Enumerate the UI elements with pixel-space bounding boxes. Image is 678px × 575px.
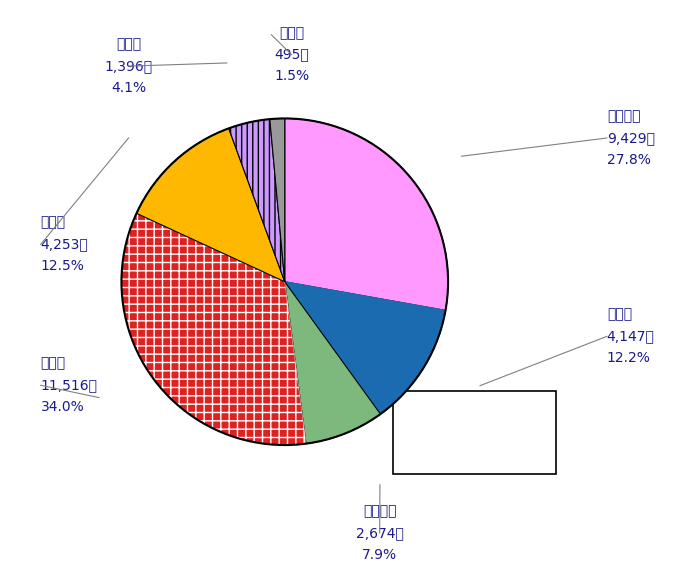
Text: 米国籍: 米国籍: [607, 308, 632, 321]
Text: 1,396件: 1,396件: [105, 59, 153, 73]
Wedge shape: [285, 118, 448, 310]
Text: 1.5%: 1.5%: [274, 70, 309, 83]
Text: 台湾籍: 台湾籍: [116, 37, 142, 51]
Wedge shape: [121, 213, 306, 445]
Text: 495件: 495件: [274, 48, 309, 62]
Wedge shape: [270, 118, 285, 282]
FancyBboxPatch shape: [393, 391, 556, 474]
Wedge shape: [136, 128, 285, 282]
Text: 27.8%: 27.8%: [607, 153, 651, 167]
Text: 日本国籍: 日本国籍: [607, 109, 640, 123]
Text: 中国籍: 中国籍: [41, 356, 66, 370]
Text: その他: その他: [279, 26, 304, 40]
Text: 韓国籍: 韓国籍: [41, 216, 66, 229]
Wedge shape: [228, 119, 285, 282]
Text: 34.0%: 34.0%: [41, 400, 85, 414]
Text: 11,516件: 11,516件: [41, 378, 98, 392]
Text: 12.5%: 12.5%: [41, 259, 85, 273]
Text: 4,253件: 4,253件: [41, 237, 88, 251]
Text: 2,674件: 2,674件: [356, 526, 403, 540]
Text: 欧州国籍: 欧州国籍: [363, 504, 397, 518]
Text: 4.1%: 4.1%: [111, 81, 146, 95]
Text: 4,147件: 4,147件: [607, 329, 655, 343]
Text: 33,910件: 33,910件: [441, 442, 508, 460]
Text: 9,429件: 9,429件: [607, 131, 655, 145]
Text: 7.9%: 7.9%: [362, 548, 397, 562]
Wedge shape: [285, 282, 380, 444]
Text: 合計: 合計: [464, 409, 485, 427]
Text: 12.2%: 12.2%: [607, 351, 651, 365]
Wedge shape: [285, 282, 445, 414]
